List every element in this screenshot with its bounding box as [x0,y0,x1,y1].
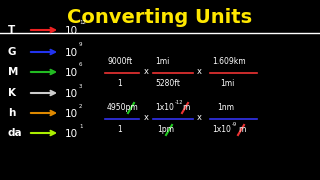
Text: Converting Units: Converting Units [68,8,252,27]
Text: x: x [144,68,149,76]
Text: 1mi: 1mi [220,80,234,89]
Text: T: T [8,25,15,35]
Text: 12: 12 [79,21,86,26]
Text: x: x [197,114,202,123]
Text: m: m [238,125,245,134]
Text: 4950pm: 4950pm [107,103,139,112]
Text: -9: -9 [232,123,237,127]
Text: 10: 10 [65,109,78,119]
Text: 1.609km: 1.609km [212,57,246,66]
Text: 10: 10 [65,89,78,99]
Text: K: K [8,88,16,98]
Text: 3: 3 [79,84,83,89]
Text: 10: 10 [65,129,78,139]
Text: 1nm: 1nm [217,103,234,112]
Text: 1x10: 1x10 [212,125,231,134]
Text: 5280ft: 5280ft [155,80,180,89]
Text: 1x10: 1x10 [155,103,174,112]
Text: 6: 6 [79,62,83,68]
Text: 9000ft: 9000ft [107,57,132,66]
Text: 1: 1 [117,125,122,134]
Text: G: G [8,47,17,57]
Text: 9: 9 [79,42,83,48]
Text: -12: -12 [175,100,184,105]
Text: 1: 1 [79,123,83,129]
Text: h: h [8,108,15,118]
Text: 2: 2 [79,103,83,109]
Text: 1pm: 1pm [157,125,174,134]
Text: M: M [8,67,18,77]
Text: x: x [144,114,149,123]
Text: da: da [8,128,23,138]
Text: 1mi: 1mi [155,57,169,66]
Text: 1: 1 [117,80,122,89]
Text: 10: 10 [65,26,78,36]
Text: m: m [182,103,189,112]
Text: x: x [197,68,202,76]
Text: 10: 10 [65,48,78,58]
Text: 10: 10 [65,68,78,78]
